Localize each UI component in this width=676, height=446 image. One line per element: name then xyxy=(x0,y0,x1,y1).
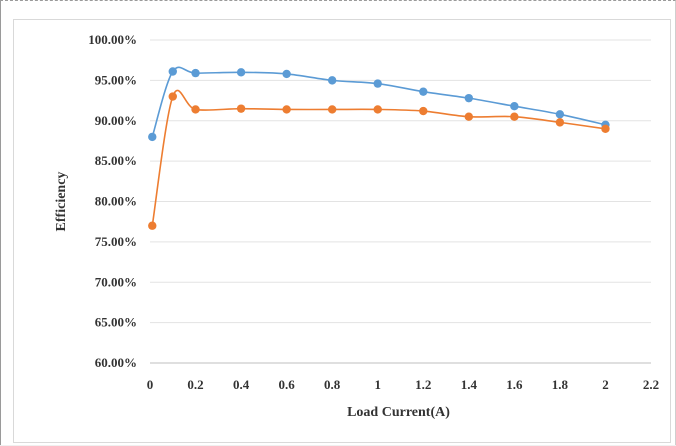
y-tick-label: 100.00% xyxy=(88,32,137,47)
y-tick-label: 75.00% xyxy=(95,234,137,249)
data-point-series-2 xyxy=(373,105,382,114)
data-point-series-1 xyxy=(168,67,177,76)
y-tick-label: 65.00% xyxy=(95,315,137,330)
data-point-series-2 xyxy=(419,106,428,116)
data-point-series-2 xyxy=(282,105,291,114)
data-point-series-2 xyxy=(555,118,565,127)
x-axis-title: Load Current(A) xyxy=(347,405,450,420)
x-axis-ticks: 0 0.2 0.4 0.6 0.8 1 1.2 1.4 1.6 1.8 2 2.2 xyxy=(147,377,659,392)
data-point-series-2 xyxy=(510,112,519,121)
data-point-series-1 xyxy=(373,79,382,88)
x-tick-label: 0 xyxy=(147,377,154,392)
data-point-series-2 xyxy=(327,105,337,114)
data-point-series-2 xyxy=(236,104,246,113)
series-line-1 xyxy=(151,66,606,138)
x-tick-label: 0.8 xyxy=(324,377,341,392)
y-tick-label: 60.00% xyxy=(95,355,137,370)
data-point-series-2 xyxy=(601,124,610,134)
data-point-series-1 xyxy=(191,68,200,78)
x-tick-label: 1.4 xyxy=(461,377,478,392)
series-group xyxy=(148,66,610,230)
data-point-series-2 xyxy=(464,112,474,121)
y-tick-label: 80.00% xyxy=(95,194,137,209)
data-point-series-2 xyxy=(148,221,157,230)
x-tick-label: 0.6 xyxy=(279,377,296,392)
x-tick-label: 1.6 xyxy=(506,377,523,392)
data-point-series-2 xyxy=(191,105,200,114)
y-tick-label: 95.00% xyxy=(95,72,137,87)
chart-area xyxy=(13,19,671,443)
y-tick-label: 85.00% xyxy=(95,153,137,168)
data-point-series-1 xyxy=(327,76,337,85)
x-tick-label: 0.2 xyxy=(187,377,203,392)
data-point-series-1 xyxy=(464,93,474,103)
x-tick-label: 1.8 xyxy=(552,377,569,392)
x-tick-label: 1.2 xyxy=(415,377,431,392)
y-axis-ticks: 60.00% 65.00% 70.00% 75.00% 80.00% 85.00% 90.0… xyxy=(88,32,137,370)
data-point-series-1 xyxy=(282,69,291,79)
data-point-series-1 xyxy=(236,68,246,77)
gridlines xyxy=(150,39,651,364)
y-tick-label: 90.00% xyxy=(95,113,137,128)
x-tick-label: 1 xyxy=(374,377,381,392)
data-point-series-1 xyxy=(148,132,157,142)
y-tick-label: 70.00% xyxy=(95,274,137,289)
data-point-series-1 xyxy=(555,110,565,119)
x-tick-label: 2.2 xyxy=(643,377,659,392)
y-axis-title: Efficiency xyxy=(54,172,69,232)
data-point-series-2 xyxy=(168,92,177,101)
data-point-series-1 xyxy=(510,102,519,111)
x-tick-label: 2 xyxy=(602,377,609,392)
x-tick-label: 0.4 xyxy=(233,377,250,392)
data-point-series-1 xyxy=(419,87,428,96)
